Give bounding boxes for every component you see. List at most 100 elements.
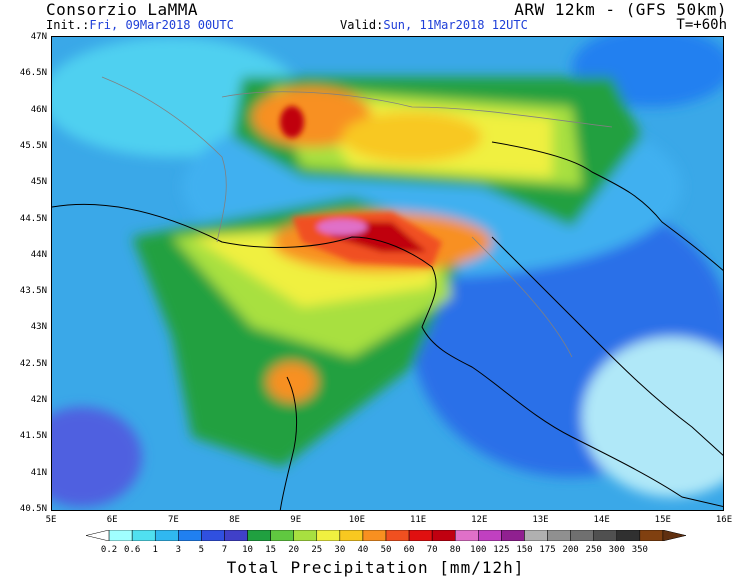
forecast-step: T=+60h (676, 17, 727, 33)
colorbar-segment (339, 530, 364, 541)
colorbar-tick-label: 0.2 (100, 545, 118, 555)
colorbar-tick-label: 40 (357, 545, 369, 555)
colorbar-tick-label: 5 (198, 545, 205, 555)
lat-tick-label: 45.5N (19, 140, 47, 151)
map-field (52, 37, 723, 510)
colorbar-segment (408, 530, 433, 541)
colorbar-segment (570, 530, 594, 541)
lon-tick-label: 11E (409, 515, 427, 525)
colorbar-segment (293, 530, 318, 541)
lat-tick-label: 42.5N (19, 358, 47, 369)
lat-tick-label: 41.5N (19, 431, 47, 442)
lat-tick-label: 45N (30, 177, 47, 188)
field-patch-sw (52, 407, 142, 507)
colorbar-segment (86, 530, 110, 541)
colorbar-tick-label: 0.6 (124, 545, 141, 555)
border-france-italy (101, 76, 227, 243)
colorbar (86, 530, 686, 541)
colorbar-segment (616, 530, 641, 541)
lat-tick-label: 47N (30, 32, 47, 42)
colorbar-tick-label: 20 (288, 545, 300, 555)
valid-time: Valid:Sun, 11Mar2018 12UTC (340, 18, 528, 32)
colorbar-segment (108, 530, 133, 541)
colorbar-title: Total Precipitation [mm/12h] (226, 558, 525, 577)
lon-tick-label: 10E (348, 515, 366, 525)
lat-tick-label: 41N (30, 467, 47, 478)
colorbar-tick-label: 80 (449, 545, 461, 555)
precipitation-map (51, 36, 724, 511)
colorbar-segment (224, 530, 248, 541)
lon-tick-label: 8E (229, 515, 240, 525)
colorbar-segment (478, 530, 502, 541)
lon-tick-label: 7E (167, 515, 179, 525)
colorbar-tick-label: 350 (631, 545, 648, 555)
lat-tick-label: 46N (30, 104, 47, 115)
org-title: Consorzio LaMMA (46, 0, 198, 19)
lon-tick-label: 9E (290, 515, 302, 525)
red-lake (280, 106, 304, 138)
colorbar-tick-label: 25 (311, 545, 323, 555)
borders (101, 76, 613, 358)
coast-adriatic-west (491, 236, 723, 456)
colorbar-segment (639, 530, 664, 541)
field-patch-pale (582, 337, 723, 497)
valid-label: Valid: (340, 18, 384, 32)
coast-adriatic-north (491, 141, 723, 271)
colorbar-segment (385, 530, 410, 541)
colorbar-tick-label: 50 (380, 545, 392, 555)
colorbar-segment (454, 530, 479, 541)
lon-tick-label: 13E (532, 515, 549, 525)
colorbar-segment (524, 530, 548, 541)
colorbar-tick-label: 30 (334, 545, 346, 555)
colorbar-tick-label: 10 (242, 545, 253, 555)
colorbar-segment (431, 530, 456, 541)
colorbar-segment (593, 530, 618, 541)
lon-tick-label: 6E (106, 515, 118, 525)
colorbar-segment (662, 530, 686, 541)
colorbar-segment (316, 530, 341, 541)
border-switzerland-austria (221, 91, 613, 128)
colorbar-segment (270, 530, 294, 541)
lon-tick-label: 5E (45, 515, 57, 525)
coast-corsica-sardinia (279, 376, 298, 510)
colorbar-segment (247, 530, 271, 541)
magenta-core (317, 219, 367, 235)
init-time: Init.:Fri, 09Mar2018 00UTC (46, 18, 234, 32)
border-regions (471, 236, 573, 358)
lat-tick-label: 44N (30, 249, 47, 260)
colorbar-tick-label: 125 (493, 545, 510, 555)
colorbar-tick-label: 300 (608, 545, 625, 555)
orange-corsica (267, 362, 317, 402)
orange-alps-west (252, 87, 372, 147)
model-title: ARW 12km - (GFS 50km) (514, 0, 727, 19)
lat-tick-label: 43N (30, 322, 47, 333)
lon-tick-label: 14E (593, 515, 610, 525)
colorbar-tick-label: 200 (562, 545, 579, 555)
colorbar-tick-label: 100 (470, 545, 487, 555)
colorbar-segment (547, 530, 571, 541)
valid-value: Sun, 11Mar2018 12UTC (383, 18, 528, 32)
colorbar-tick-label: 1 (152, 545, 158, 555)
colorbar-tick-label: 175 (539, 545, 556, 555)
orange-alps-east (342, 112, 482, 162)
colorbar-segment (178, 530, 202, 541)
colorbar-segment (201, 530, 225, 541)
colorbar-segment (501, 530, 525, 541)
coast-italy-west (52, 203, 723, 508)
lon-tick-label: 15E (654, 515, 671, 525)
lon-tick-label: 12E (471, 515, 488, 525)
lon-tick-label: 16E (715, 515, 733, 525)
lat-tick-label: 43.5N (19, 286, 47, 297)
colorbar-segment (131, 530, 156, 541)
lat-tick-label: 40.5N (19, 504, 47, 514)
lat-tick-label: 42N (30, 395, 47, 406)
colorbar-segment (154, 530, 179, 541)
colorbar-tick-label: 15 (265, 545, 277, 555)
colorbar-tick-label: 70 (426, 545, 438, 555)
coastlines (52, 141, 723, 510)
lat-tick-label: 44.5N (19, 213, 47, 224)
colorbar-tick-label: 150 (516, 545, 533, 555)
init-value: Fri, 09Mar2018 00UTC (89, 18, 234, 32)
colorbar-tick-label: 7 (221, 545, 228, 555)
colorbar-tick-label: 60 (403, 545, 415, 555)
